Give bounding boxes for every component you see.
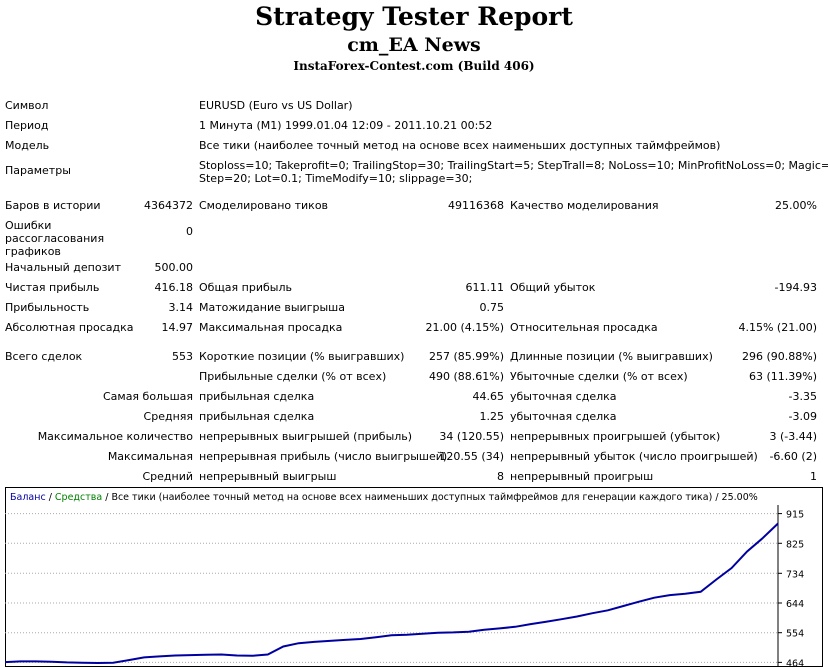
- symbol-label: Символ: [5, 99, 49, 112]
- chart-header: Баланс / Средства / Все тики (наиболее т…: [10, 492, 758, 503]
- profit-trades-value: 490 (88.61%): [428, 370, 504, 383]
- y-tick-label: 464: [786, 658, 804, 667]
- gross-loss-label: Общий убыток: [510, 281, 596, 294]
- legend-separator-2: /: [102, 492, 111, 503]
- max-consecutive-profit-label: непрерывная прибыль (число выигрышей): [199, 450, 448, 463]
- report-title: Strategy Tester Report: [255, 2, 573, 31]
- average-consecutive-label: Средний: [142, 470, 193, 483]
- max-consecutive-losses-label: непрерывных проигрышей (убыток): [510, 430, 721, 443]
- deposit-label: Начальный депозит: [5, 261, 121, 274]
- loss-trades-label: Убыточные сделки (% от всех): [510, 370, 688, 383]
- errors-value: 0: [186, 225, 193, 238]
- absolute-drawdown-label: Абсолютная просадка: [5, 321, 134, 334]
- y-tick-label: 644: [786, 599, 804, 610]
- y-axis: 915 825 734 644 554 464: [777, 505, 804, 667]
- relative-drawdown-label: Относительная просадка: [510, 321, 658, 334]
- legend-balance: Баланс: [10, 492, 46, 503]
- server-build: InstaForex-Contest.com (Build 406): [293, 59, 535, 73]
- largest-profit-label: прибыльная сделка: [199, 390, 315, 403]
- average-loss-label: убыточная сделка: [510, 410, 617, 423]
- expected-payoff-value: 0.75: [479, 301, 505, 314]
- maximal-drawdown-value: 21.00 (4.15%): [425, 321, 504, 334]
- errors-label: Ошибки рассогласования графиков: [5, 219, 105, 258]
- long-positions-label: Длинные позиции (% выигравших): [510, 350, 713, 363]
- average-profit-label: прибыльная сделка: [199, 410, 315, 423]
- parameters-label: Параметры: [5, 164, 71, 177]
- largest-label: Самая большая: [102, 390, 193, 403]
- absolute-drawdown-value: 14.97: [161, 321, 194, 334]
- bars-value: 4364372: [144, 199, 193, 212]
- max-consecutive-loss-value: -6.60 (2): [769, 450, 817, 463]
- short-positions-value: 257 (85.99%): [428, 350, 504, 363]
- average-label: Средняя: [143, 410, 193, 423]
- expert-name: cm_EA News: [347, 34, 481, 56]
- ticks-label: Смоделировано тиков: [199, 199, 329, 212]
- y-tick-label: 825: [786, 539, 804, 550]
- largest-loss-value: -3.35: [788, 390, 817, 403]
- net-profit-value: 416.18: [154, 281, 194, 294]
- maximal-label: Максимальная: [107, 450, 193, 463]
- gross-loss-value: -194.93: [774, 281, 817, 294]
- y-tick-label: 915: [786, 510, 804, 521]
- profit-factor-value: 3.14: [168, 301, 194, 314]
- total-trades-label: Всего сделок: [5, 350, 83, 363]
- loss-trades-value: 63 (11.39%): [748, 370, 817, 383]
- gross-profit-label: Общая прибыль: [199, 281, 292, 294]
- relative-drawdown-value: 4.15% (21.00): [738, 321, 817, 334]
- period-label: Период: [5, 119, 49, 132]
- y-tick-label: 734: [786, 569, 804, 580]
- average-consecutive-wins-value: 8: [497, 470, 504, 483]
- max-consecutive-wins-value: 34 (120.55): [439, 430, 504, 443]
- quality-label: Качество моделирования: [510, 199, 659, 212]
- long-positions-value: 296 (90.88%): [741, 350, 817, 363]
- max-consecutive-loss-label: непрерывный убыток (число проигрышей): [510, 450, 758, 463]
- max-consecutive-losses-value: 3 (-3.44): [769, 430, 817, 443]
- parameters-line-2: Step=20; Lot=0.1; TimeModify=10; slippag…: [199, 172, 473, 185]
- gross-profit-value: 611.11: [465, 281, 505, 294]
- average-profit-value: 1.25: [479, 410, 505, 423]
- expected-payoff-label: Матожидание выигрыша: [199, 301, 345, 314]
- total-trades-value: 553: [172, 350, 193, 363]
- quality-value: 25.00%: [775, 199, 817, 212]
- maximal-drawdown-label: Максимальная просадка: [199, 321, 343, 334]
- legend-separator-1: /: [46, 492, 55, 503]
- largest-loss-label: убыточная сделка: [510, 390, 617, 403]
- profit-factor-label: Прибыльность: [5, 301, 90, 314]
- legend-equity: Средства: [55, 492, 102, 503]
- profit-trades-label: Прибыльные сделки (% от всех): [199, 370, 387, 383]
- symbol-value: EURUSD (Euro vs US Dollar): [199, 99, 353, 112]
- max-consecutive-profit-value: 120.55 (34): [439, 450, 504, 463]
- model-label: Модель: [5, 139, 50, 152]
- period-value: 1 Минута (M1) 1999.01.04 12:09 - 2011.10…: [199, 119, 493, 132]
- balance-line: [5, 522, 779, 665]
- net-profit-label: Чистая прибыль: [5, 281, 100, 294]
- ticks-value: 49116368: [448, 199, 504, 212]
- chart-frame: [5, 487, 823, 667]
- chart-model-text: Все тики (наиболее точный метод на основ…: [111, 492, 757, 503]
- largest-profit-value: 44.65: [472, 390, 505, 403]
- parameters-line-1: Stoploss=10; Takeprofit=0; TrailingStop=…: [199, 159, 828, 172]
- short-positions-label: Короткие позиции (% выигравших): [199, 350, 405, 363]
- bars-label: Баров в истории: [5, 199, 101, 212]
- max-count-label: Максимальное количество: [37, 430, 193, 443]
- average-consecutive-losses-label: непрерывный проигрыш: [510, 470, 654, 483]
- balance-chart: Баланс / Средства / Все тики (наиболее т…: [5, 487, 823, 667]
- average-loss-value: -3.09: [788, 410, 817, 423]
- model-value: Все тики (наиболее точный метод на основ…: [199, 139, 721, 152]
- average-consecutive-losses-value: 1: [810, 470, 817, 483]
- average-consecutive-wins-label: непрерывный выигрыш: [199, 470, 337, 483]
- y-tick-label: 554: [786, 629, 804, 640]
- deposit-value: 500.00: [154, 261, 194, 274]
- max-consecutive-wins-label: непрерывных выигрышей (прибыль): [199, 430, 413, 443]
